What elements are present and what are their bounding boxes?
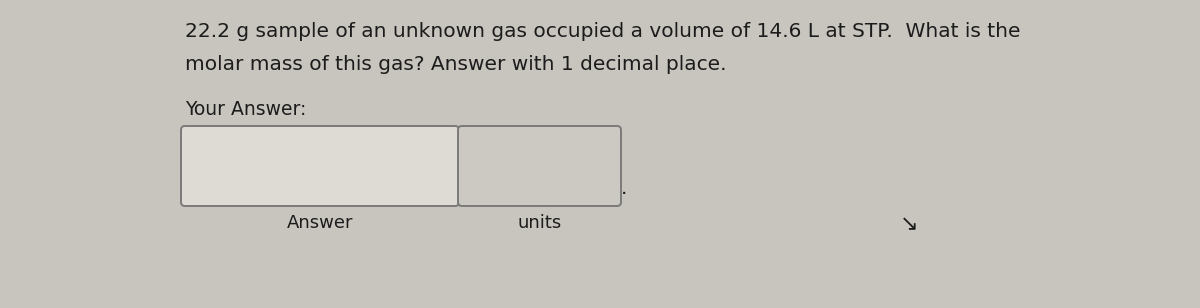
Text: units: units xyxy=(517,214,562,232)
Text: ↘: ↘ xyxy=(900,214,919,234)
Text: 22.2 g sample of an unknown gas occupied a volume of 14.6 L at STP.  What is the: 22.2 g sample of an unknown gas occupied… xyxy=(185,22,1020,41)
Text: Your Answer:: Your Answer: xyxy=(185,100,306,119)
Text: .: . xyxy=(622,179,628,198)
FancyBboxPatch shape xyxy=(181,126,458,206)
Text: Answer: Answer xyxy=(287,214,353,232)
FancyBboxPatch shape xyxy=(458,126,622,206)
Text: molar mass of this gas? Answer with 1 decimal place.: molar mass of this gas? Answer with 1 de… xyxy=(185,55,726,74)
